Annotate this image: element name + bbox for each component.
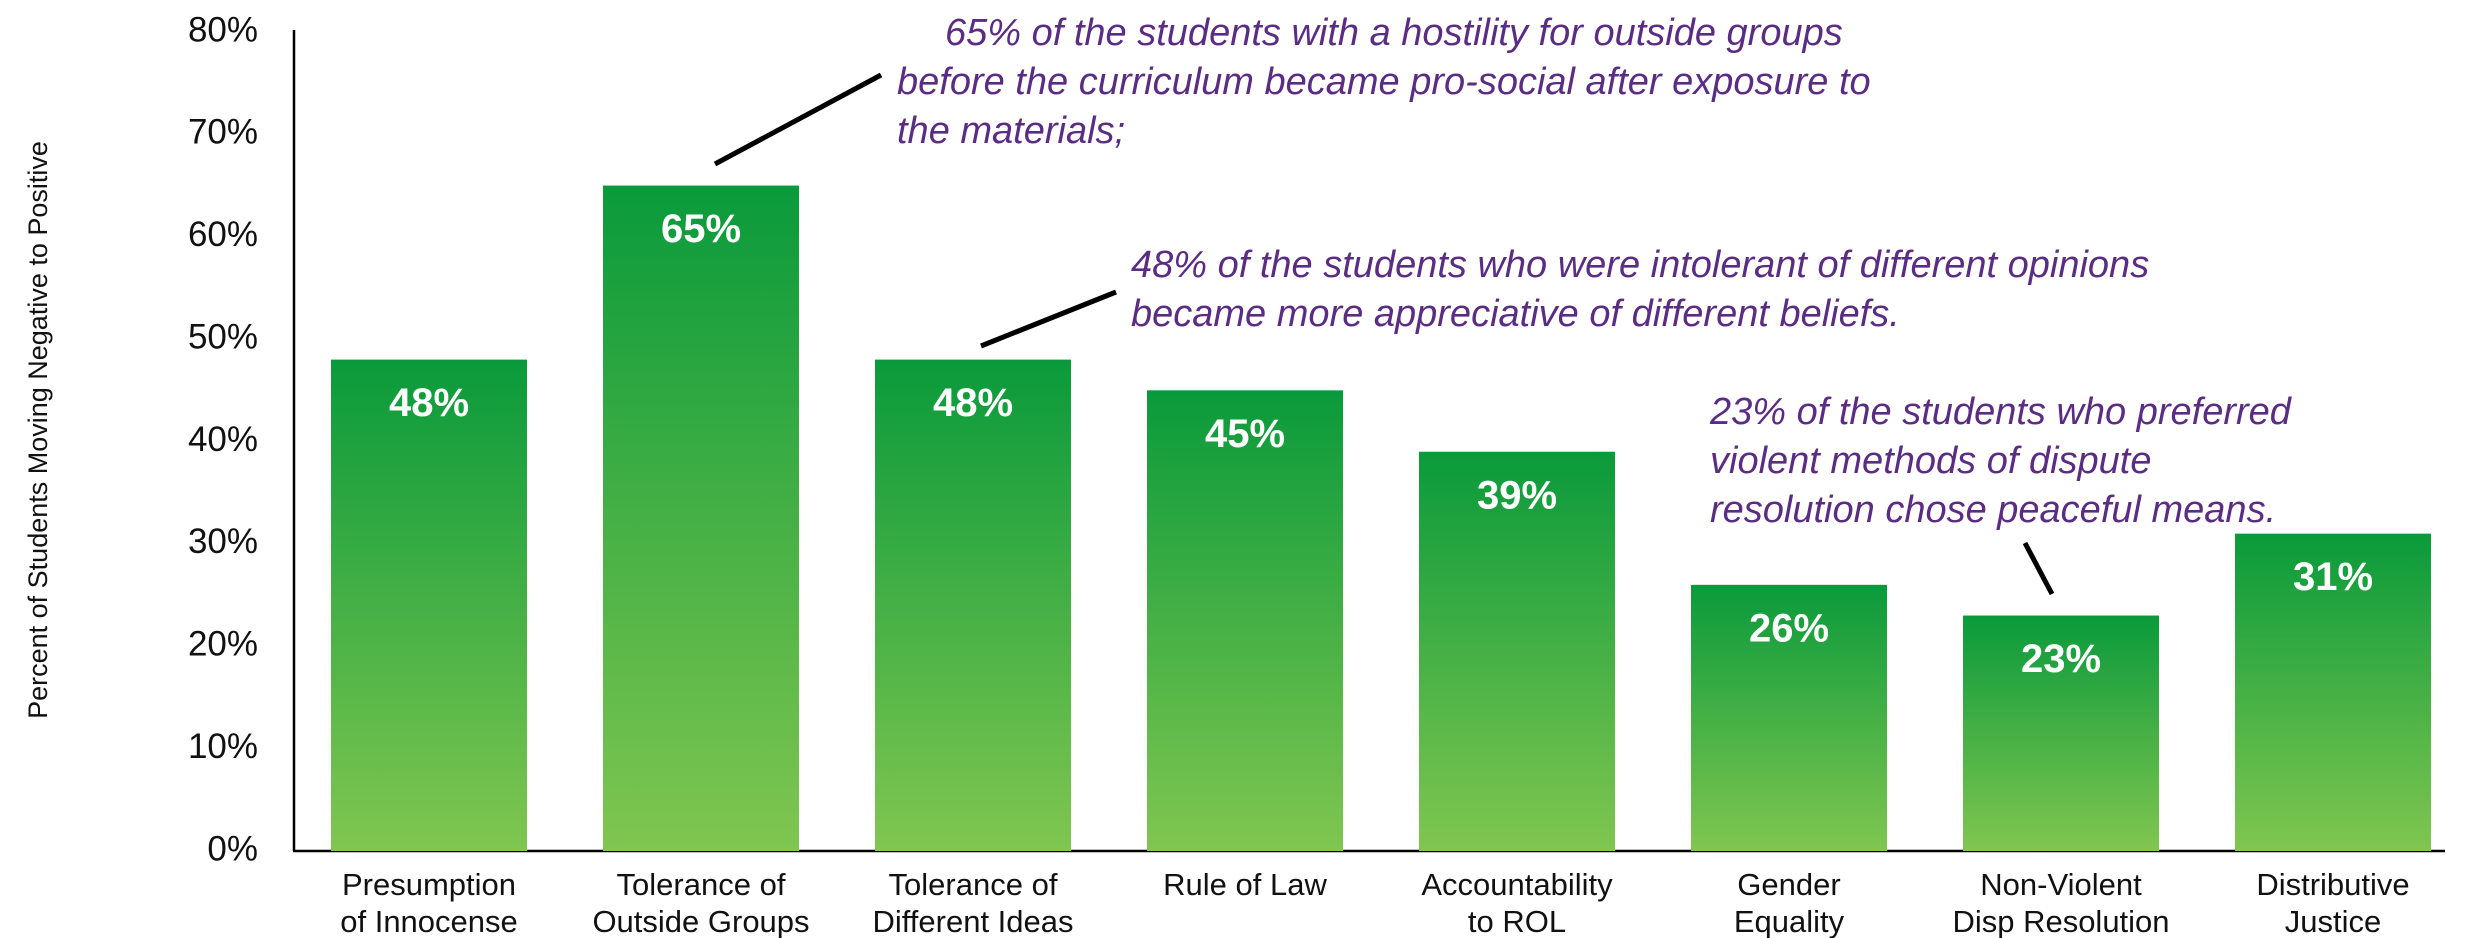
x-tick-label: Accountability to ROL — [1421, 867, 1613, 938]
value-label: 48% — [933, 381, 1013, 425]
y-tick-label: 30% — [188, 522, 258, 561]
value-label: 31% — [2293, 555, 2373, 599]
annotation: resolution chose peaceful means. — [1710, 489, 2276, 531]
y-tick-label: 20% — [188, 625, 258, 664]
bar — [875, 359, 1071, 851]
x-tick-label: Presumption of Innocense — [340, 867, 518, 938]
y-tick-label: 60% — [188, 215, 258, 254]
leader-line — [713, 72, 883, 167]
value-label: 45% — [1205, 412, 1285, 456]
y-axis-label: Percent of Students Moving Negative to P… — [23, 141, 53, 719]
value-label: 48% — [389, 381, 469, 425]
leader-line — [980, 289, 1117, 349]
y-tick-label: 50% — [188, 317, 258, 356]
bar — [603, 185, 799, 851]
bar — [1691, 584, 1887, 851]
annotation: became more appreciative of different be… — [1131, 293, 1900, 335]
bar — [1963, 615, 2159, 851]
bar — [331, 359, 527, 851]
x-tick-label: Non-Violent Disp Resolution — [1952, 867, 2170, 938]
y-tick-label: 40% — [188, 420, 258, 459]
value-label: 65% — [661, 207, 741, 251]
x-tick-label: Rule of Law — [1163, 867, 1327, 902]
x-tick-label: Tolerance of Outside Groups — [592, 867, 810, 938]
leader-line — [2022, 541, 2055, 596]
annotation: before the curriculum became pro-social … — [897, 61, 1871, 103]
annotation: the materials; — [897, 110, 1125, 152]
y-tick-label: 70% — [188, 113, 258, 152]
annotation: 65% of the students with a hostility for… — [945, 12, 1843, 54]
value-label: 23% — [2021, 637, 2101, 681]
value-label: 26% — [1749, 606, 1829, 650]
x-tick-label: Gender Equality — [1733, 867, 1845, 938]
x-tick-label: Distributive Justice — [2256, 867, 2410, 938]
bar — [1147, 390, 1343, 851]
bar — [1419, 451, 1615, 851]
annotation: 23% of the students who preferred — [1709, 391, 2293, 433]
x-tick-label: Tolerance of Different Ideas — [872, 867, 1074, 938]
annotation: 48% of the students who were intolerant … — [1131, 244, 2149, 286]
annotation: violent methods of dispute — [1710, 440, 2152, 482]
value-label: 39% — [1477, 473, 1557, 517]
y-tick-label: 10% — [188, 727, 258, 766]
y-tick-label: 0% — [207, 829, 258, 868]
y-tick-label: 80% — [188, 10, 258, 49]
bar — [2235, 533, 2431, 851]
